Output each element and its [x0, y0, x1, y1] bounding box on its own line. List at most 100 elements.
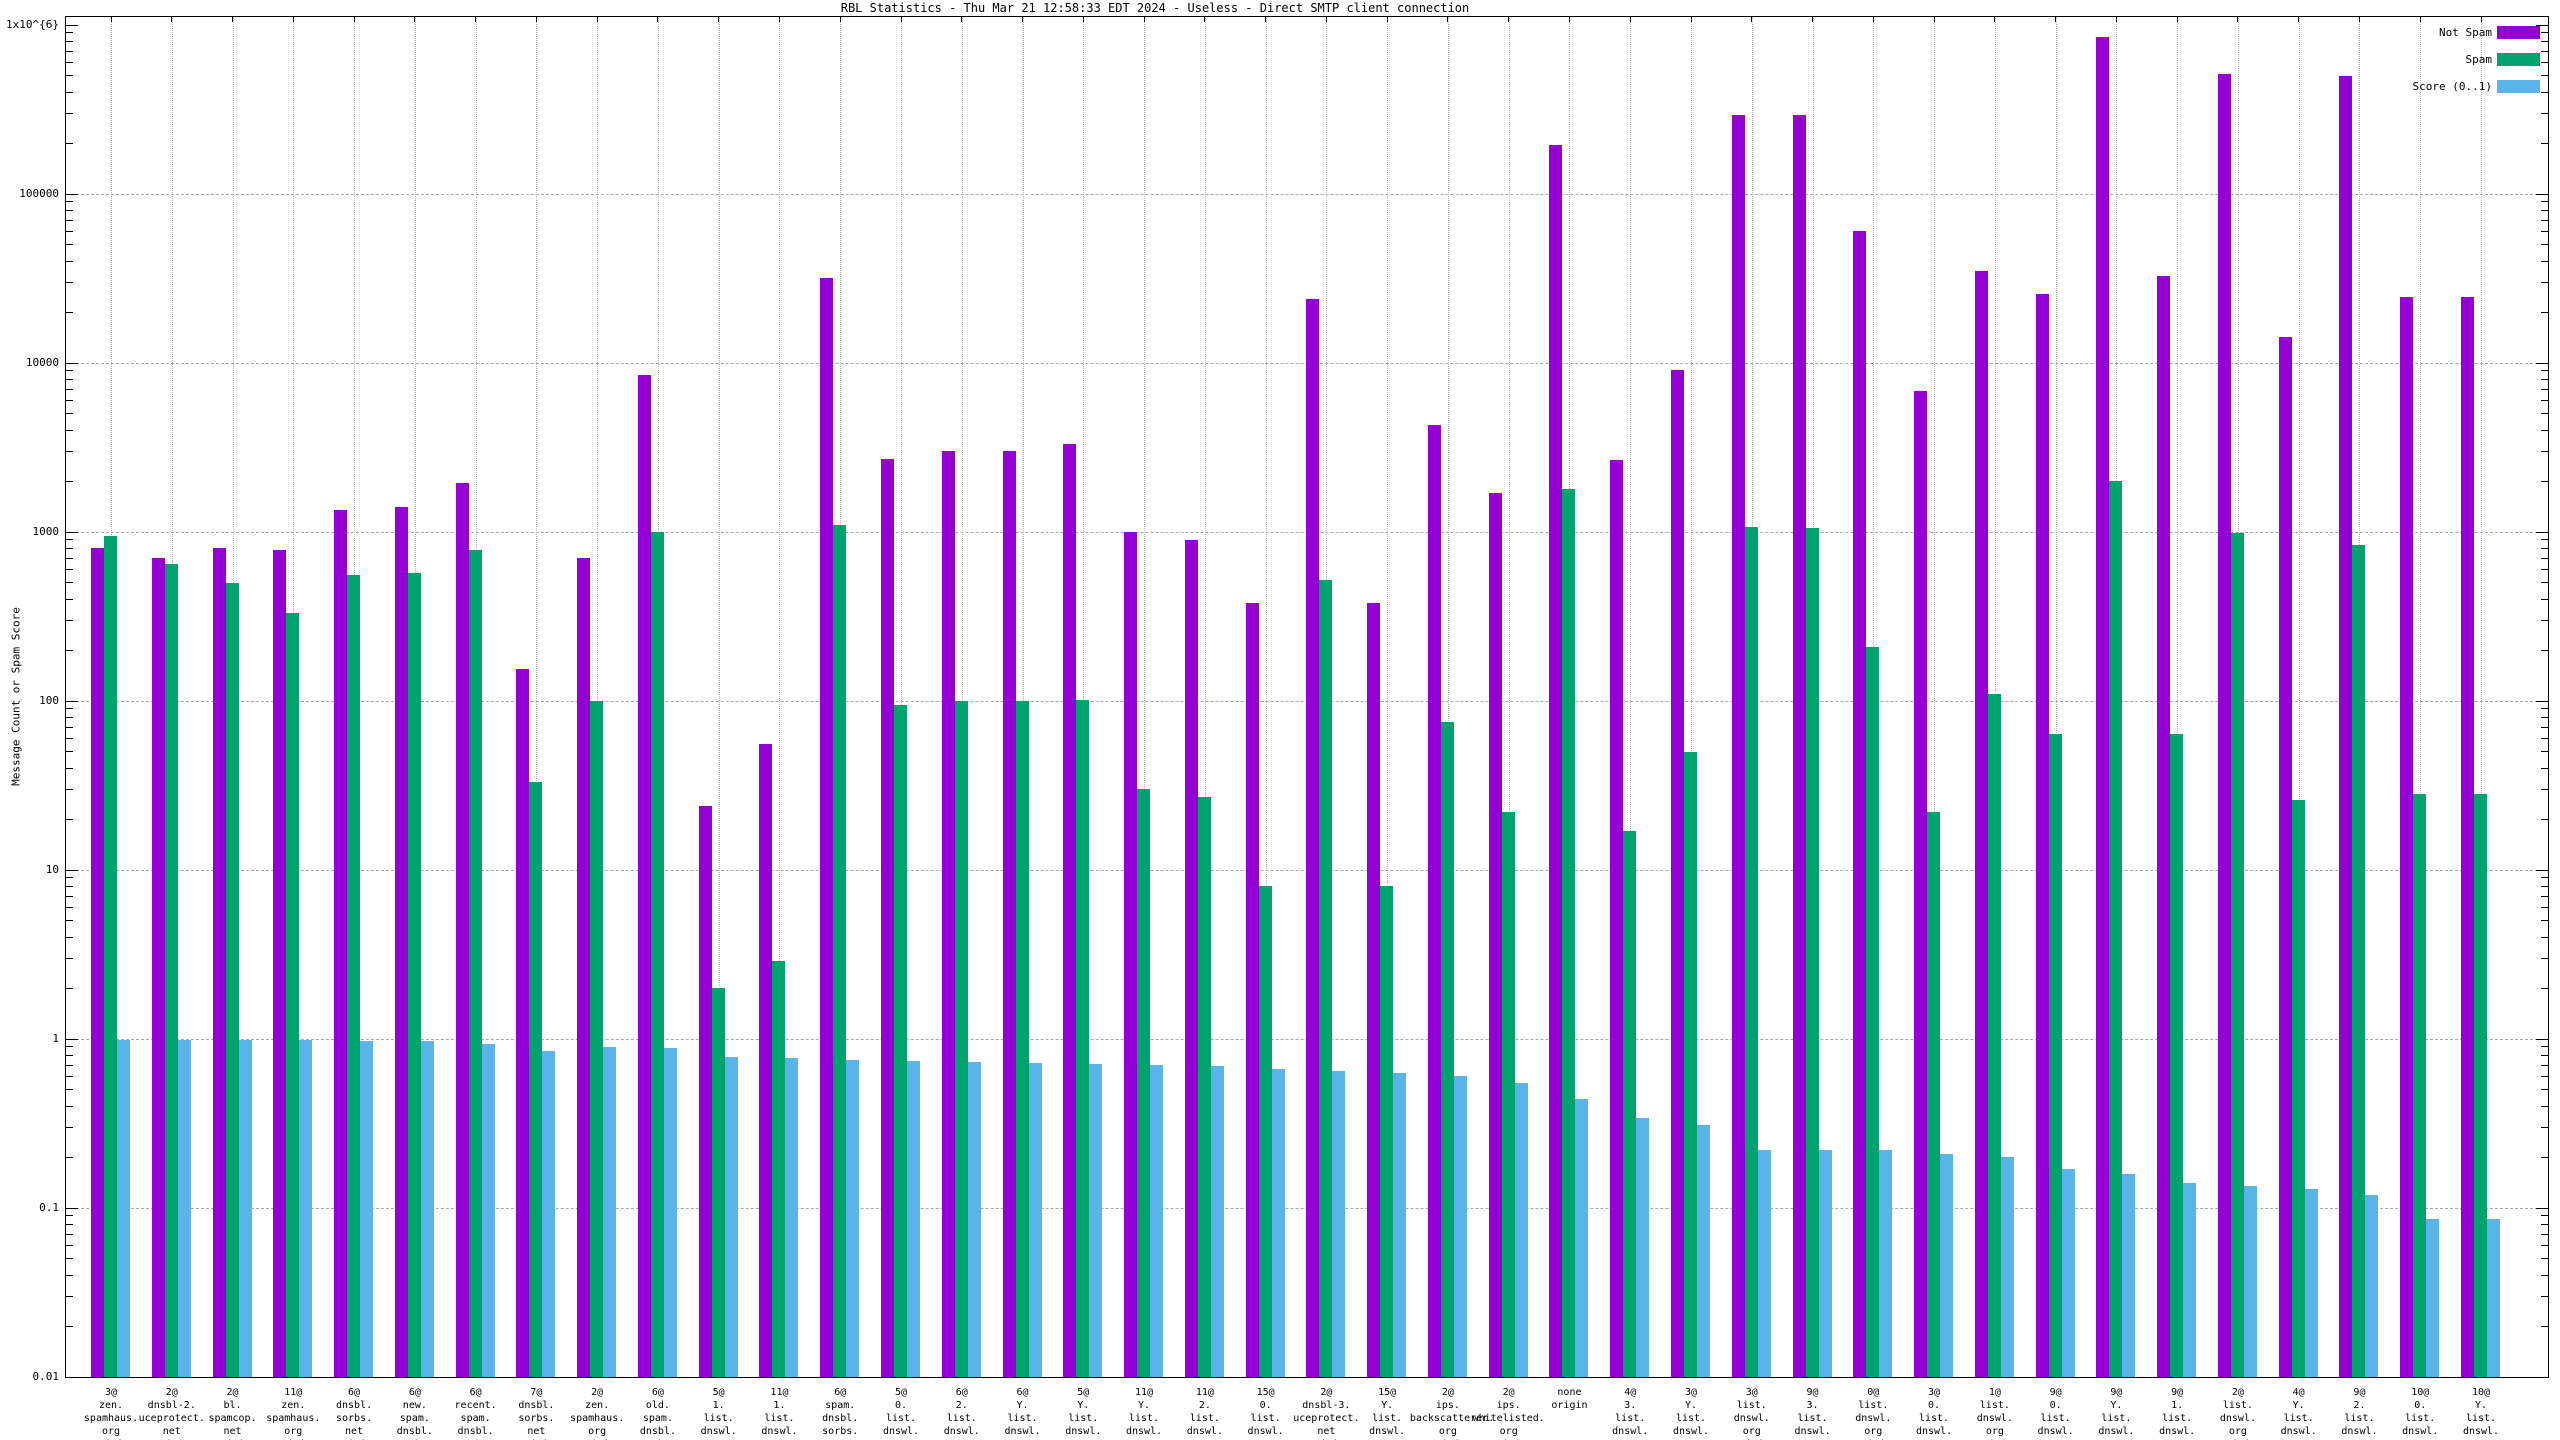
y-tick-label: 100000 [19, 187, 59, 200]
x-tick-top [1568, 17, 1570, 22]
x-tick-top [839, 17, 841, 22]
y-minor-tick-right [2541, 1046, 2548, 1048]
x-tick-top [1022, 17, 1024, 22]
x-tick-top [1082, 17, 1084, 22]
x-tick-top [475, 17, 477, 22]
bar-spam [1623, 831, 1637, 1377]
y-minor-tick-right [2541, 767, 2548, 769]
y-minor-tick-right [2541, 32, 2548, 34]
bar-score [2304, 1188, 2318, 1377]
bar-spam [1987, 694, 2001, 1377]
bar-spam [1076, 700, 1090, 1377]
legend-row: Not Spam [2268, 26, 2544, 40]
y-minor-tick-left [66, 378, 73, 380]
gridline-vertical [1022, 17, 1024, 1377]
bar-spam [529, 782, 543, 1377]
bar-not-spam [273, 550, 287, 1377]
gridline-vertical [1934, 17, 1936, 1377]
bar-spam [1684, 751, 1697, 1377]
bar-spam [468, 550, 482, 1377]
bar-spam [1258, 886, 1272, 1377]
y-minor-tick-right [2541, 751, 2548, 753]
bar-not-spam [1002, 451, 1016, 1377]
y-minor-tick-left [66, 1064, 73, 1066]
y-minor-tick-left [66, 75, 73, 77]
y-minor-tick-right [2541, 413, 2548, 415]
bar-not-spam [1306, 298, 1320, 1377]
y-minor-tick-left [66, 370, 73, 372]
y-minor-tick-left [66, 1215, 73, 1217]
y-minor-tick-right [2541, 112, 2548, 114]
bar-spam [1197, 797, 1211, 1377]
y-minor-tick-left [66, 244, 73, 246]
y-major-tick-right [2536, 24, 2548, 26]
y-minor-tick-right [2541, 987, 2548, 989]
bar-spam [711, 988, 725, 1377]
bar-not-spam [1549, 144, 1563, 1377]
y-major-tick-left [66, 531, 78, 533]
bar-spam [2291, 799, 2305, 1377]
gridline-vertical [1144, 17, 1146, 1377]
y-minor-tick-right [2541, 244, 2548, 246]
bar-score [1271, 1069, 1285, 1377]
y-minor-tick-left [66, 726, 73, 728]
bar-spam [1015, 701, 1029, 1377]
y-minor-tick-left [66, 281, 73, 283]
y-minor-tick-right [2541, 906, 2548, 908]
bar-score [299, 1040, 313, 1377]
x-tick-top [2419, 17, 2421, 22]
bar-not-spam [759, 743, 773, 1377]
y-minor-tick-left [66, 582, 73, 584]
bar-score [117, 1039, 130, 1377]
x-tick-top [414, 17, 416, 22]
gridline-vertical [1265, 17, 1267, 1377]
y-minor-tick-right [2541, 1223, 2548, 1225]
bar-score [1879, 1150, 1893, 1377]
gridline-vertical [1447, 17, 1449, 1377]
bar-spam [954, 701, 968, 1377]
bar-spam [225, 582, 239, 1377]
y-minor-tick-left [66, 788, 73, 790]
bar-score [2000, 1157, 2014, 1377]
y-minor-tick-right [2541, 91, 2548, 93]
y-major-tick-right [2536, 700, 2548, 702]
x-tick-top [1872, 17, 1874, 22]
y-minor-tick-right [2541, 311, 2548, 313]
y-minor-tick-right [2541, 957, 2548, 959]
y-minor-tick-left [66, 957, 73, 959]
gridline-vertical [2055, 17, 2057, 1377]
x-tick-top [2298, 17, 2300, 22]
bar-spam [286, 613, 300, 1377]
x-tick-top [900, 17, 902, 22]
bar-score [2122, 1173, 2136, 1377]
x-tick-top [292, 17, 294, 22]
y-minor-tick-left [66, 547, 73, 549]
y-minor-tick-left [66, 50, 73, 52]
y-minor-tick-left [66, 1258, 73, 1260]
bar-score [2183, 1183, 2197, 1377]
bar-score [2487, 1219, 2500, 1377]
y-minor-tick-left [66, 885, 73, 887]
y-tick-label: 1000 [32, 525, 60, 538]
bar-spam [772, 960, 786, 1377]
y-minor-tick-right [2541, 598, 2548, 600]
y-minor-tick-right [2541, 737, 2548, 739]
x-tick-top [1690, 17, 1692, 22]
y-minor-tick-right [2541, 1295, 2548, 1297]
y-minor-tick-right [2541, 716, 2548, 718]
y-minor-tick-right [2541, 219, 2548, 221]
bar-score [1757, 1150, 1771, 1377]
gridline-vertical [2481, 17, 2482, 1377]
bar-score [1575, 1099, 1589, 1377]
bar-score [2243, 1185, 2257, 1377]
bar-not-spam [394, 507, 408, 1377]
bar-spam [1562, 488, 1576, 1377]
bar-spam [2109, 481, 2123, 1377]
legend-label: Spam [2465, 53, 2493, 66]
y-minor-tick-left [66, 920, 73, 922]
bar-score [1940, 1153, 1954, 1377]
legend-label: Score (0..1) [2412, 80, 2492, 93]
y-minor-tick-left [66, 1244, 73, 1246]
bar-not-spam [1853, 231, 1867, 1377]
y-minor-tick-right [2541, 1274, 2548, 1276]
